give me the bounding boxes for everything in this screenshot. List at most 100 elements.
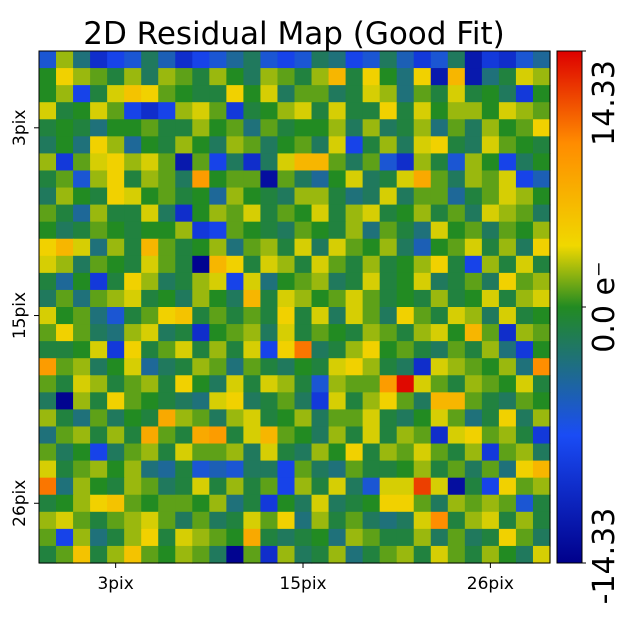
heatmap-cell (413, 375, 432, 393)
heatmap-cell (175, 307, 193, 325)
heatmap-cell (226, 443, 244, 462)
heatmap-cell (260, 494, 279, 513)
heatmap-cell (226, 409, 244, 428)
heatmap-cell (345, 289, 364, 308)
heatmap-cell (175, 204, 193, 223)
heatmap-cell (141, 255, 159, 274)
heatmap-cell (294, 187, 313, 206)
heatmap-cell (413, 136, 432, 154)
heatmap-cell (141, 545, 159, 564)
heatmap-cell (260, 392, 279, 410)
heatmap-cell (294, 324, 313, 342)
heatmap-cell (226, 255, 244, 274)
heatmap-cell (124, 477, 142, 496)
heatmap-cell (260, 68, 279, 86)
heatmap-cell (277, 511, 296, 530)
heatmap-cell (73, 153, 91, 172)
heatmap-cell (481, 51, 500, 69)
heatmap-cell (498, 289, 517, 308)
heatmap-cell (413, 85, 432, 103)
heatmap-cell (56, 119, 74, 137)
heatmap-cell (413, 170, 432, 189)
heatmap-cell (532, 358, 551, 376)
heatmap-cell (141, 204, 159, 223)
heatmap-cell (362, 341, 381, 359)
heatmap-cell (277, 272, 296, 291)
heatmap-cell (447, 221, 466, 240)
heatmap-cell (39, 85, 57, 103)
heatmap-cell (532, 528, 551, 547)
heatmap-cell (498, 341, 517, 359)
heatmap-cell (464, 528, 483, 547)
heatmap-cell (481, 187, 500, 206)
heatmap-cell (124, 358, 142, 376)
heatmap-cell (226, 85, 244, 103)
heatmap-cell (192, 426, 210, 445)
heatmap-cell (141, 528, 159, 547)
heatmap-cell (226, 102, 244, 120)
heatmap-cell (498, 392, 517, 410)
heatmap-cell (515, 68, 534, 86)
heatmap-cell (294, 272, 313, 291)
heatmap-cell (430, 187, 449, 206)
heatmap-cell (107, 255, 125, 274)
heatmap-cell (447, 238, 466, 257)
heatmap-cell (260, 324, 279, 342)
heatmap-cell (277, 426, 296, 445)
heatmap-cell (379, 102, 398, 120)
heatmap-cell (192, 409, 210, 428)
heatmap-cell (39, 443, 57, 462)
heatmap-cell (447, 68, 466, 86)
heatmap-cell (90, 375, 108, 393)
heatmap-cell (124, 119, 142, 137)
heatmap-cell (56, 102, 74, 120)
heatmap-cell (515, 187, 534, 206)
heatmap-cell (260, 153, 279, 172)
heatmap-cell (209, 51, 227, 69)
heatmap-cell (430, 409, 449, 428)
heatmap-cell (447, 85, 466, 103)
y-tick-label: 26pix (10, 480, 30, 527)
heatmap-cell (107, 528, 125, 547)
heatmap-cell (396, 51, 415, 69)
heatmap-cell (379, 460, 398, 479)
heatmap-cell (481, 494, 500, 513)
heatmap-cell (243, 392, 262, 410)
heatmap-cell (532, 392, 551, 410)
heatmap-cell (141, 307, 159, 325)
heatmap-cell (226, 51, 244, 69)
heatmap-cell (107, 511, 125, 530)
heatmap-cell (379, 358, 398, 376)
heatmap-cell (56, 289, 74, 308)
heatmap-cell (209, 545, 227, 564)
heatmap-cell (379, 341, 398, 359)
heatmap-cell (379, 119, 398, 137)
heatmap-cell (56, 221, 74, 240)
heatmap-cell (464, 68, 483, 86)
heatmap-cell (124, 238, 142, 257)
heatmap-cell (481, 204, 500, 223)
heatmap-cell (39, 307, 57, 325)
heatmap-cell (175, 153, 193, 172)
heatmap-cell (464, 307, 483, 325)
heatmap-cell (192, 528, 210, 547)
heatmap-cell (90, 255, 108, 274)
heatmap-cell (141, 443, 159, 462)
heatmap-cell (39, 358, 57, 376)
heatmap-cell (294, 409, 313, 428)
heatmap-cell (498, 102, 517, 120)
heatmap-cell (192, 221, 210, 240)
heatmap-cell (90, 51, 108, 69)
heatmap-cell (311, 528, 330, 547)
heatmap-cell (192, 153, 210, 172)
heatmap-cell (226, 238, 244, 257)
heatmap-cell (532, 545, 551, 564)
heatmap-cell (277, 477, 296, 496)
heatmap-cell (277, 289, 296, 308)
heatmap-cell (498, 426, 517, 445)
heatmap-cell (362, 409, 381, 428)
heatmap-cell (447, 341, 466, 359)
heatmap-cell (175, 187, 193, 206)
heatmap-cell (430, 341, 449, 359)
heatmap-cell (277, 324, 296, 342)
